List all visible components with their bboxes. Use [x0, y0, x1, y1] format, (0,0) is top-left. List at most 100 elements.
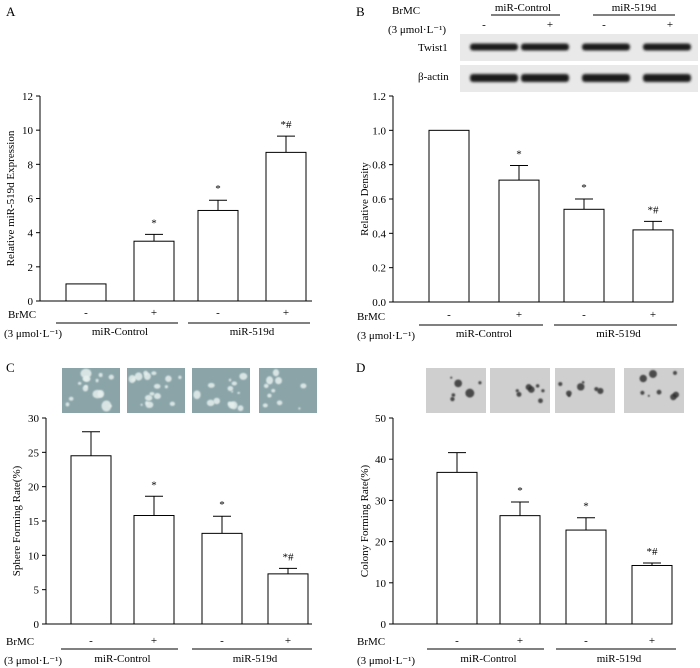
- colony: [450, 396, 455, 402]
- colony: [450, 376, 453, 379]
- panel-letter-a: A: [6, 4, 16, 19]
- chart-c-bar-mir-control: [70, 455, 112, 625]
- colony: [516, 391, 522, 397]
- colony: [454, 379, 463, 388]
- sphere: [206, 399, 215, 407]
- blot-group-label-519d: miR-519d: [612, 2, 657, 14]
- sphere: [267, 393, 272, 398]
- sphere: [149, 391, 155, 396]
- sphere: [128, 374, 136, 384]
- chart-b-ytick-label: 0.0: [372, 297, 386, 309]
- chart-b-dose-label: (3 μmol·L⁻¹): [357, 330, 415, 342]
- blot-brmc-label: BrMC: [392, 5, 420, 17]
- blot-row-label-twist1: Twist1: [418, 42, 448, 54]
- sphere: [77, 381, 82, 385]
- sphere: [169, 401, 176, 407]
- chart-d-bar-mir-519d: [631, 564, 673, 625]
- sphere: [84, 384, 88, 388]
- chart-b-ytick-label: 0.4: [372, 228, 386, 240]
- sphere: [68, 396, 74, 401]
- chart-a-significance-mir-519d: *#: [281, 119, 293, 131]
- sphere: [143, 370, 148, 376]
- colony: [566, 390, 572, 397]
- chart-a-ytick-label: 10: [22, 125, 34, 137]
- colony: [535, 384, 540, 388]
- sphere: [300, 383, 307, 389]
- chart-a-ytick-label: 12: [22, 91, 33, 103]
- sphere-micrograph: [62, 368, 120, 413]
- chart-d-ytick-label: 50: [375, 413, 387, 425]
- colony: [639, 374, 647, 383]
- twist1-band: [470, 43, 518, 51]
- colony: [515, 389, 519, 393]
- chart-a-y-axis-label: Relative miR-519d Expression: [5, 130, 17, 266]
- colony: [465, 388, 475, 398]
- panel-letter-b: B: [356, 4, 365, 19]
- blot-sign-4: +: [667, 19, 673, 31]
- chart-c-treatment-sign: +: [285, 635, 291, 647]
- blot-sign-1: -: [482, 19, 486, 31]
- chart-b-treatment-sign: -: [447, 309, 451, 321]
- chart-b-bar-mir-control: [498, 179, 540, 303]
- chart-a-treatment-sign: +: [283, 307, 289, 319]
- chart-c-treatment-sign: -: [89, 635, 93, 647]
- sphere: [65, 402, 70, 407]
- chart-a-ytick-label: 8: [28, 159, 34, 171]
- panel-letter-d: D: [356, 360, 365, 375]
- colony: [672, 391, 680, 398]
- sphere: [151, 371, 157, 376]
- chart-d-y-axis-label: Colony Forming Rate(%): [359, 464, 371, 577]
- chart-c-ytick-label: 5: [34, 585, 40, 597]
- blot-group-label-control: miR-Control: [495, 2, 551, 14]
- chart-a-treatment-sign: +: [151, 307, 157, 319]
- chart-d-significance-mir-519d: *#: [647, 546, 659, 558]
- chart-d-bar-mir-control: [436, 471, 478, 625]
- colony-micrograph: [555, 368, 615, 413]
- chart-a-bar-mir-control: [133, 240, 175, 302]
- chart-a-significance-mir-control: *: [151, 217, 157, 229]
- chart-a-ytick-label: 0: [28, 296, 34, 308]
- sphere: [298, 407, 301, 410]
- blot-dose-label: (3 μmol·L⁻¹): [388, 24, 446, 36]
- beta-actin-band: [643, 74, 691, 82]
- beta-actin-band: [470, 74, 518, 82]
- chart-c-significance-mir-519d: *: [219, 499, 225, 511]
- colony: [648, 370, 657, 378]
- chart-d-ytick-label: 0: [381, 619, 387, 631]
- chart-d-treatment-sign: -: [455, 635, 459, 647]
- chart-a-group-label-control: miR-Control: [92, 326, 148, 338]
- colony-micrograph: [426, 368, 486, 413]
- beta-actin-band: [582, 74, 630, 82]
- chart-b-ytick-label: 0.2: [372, 263, 386, 275]
- sphere: [101, 400, 112, 412]
- sphere: [227, 401, 232, 406]
- sphere: [237, 391, 241, 394]
- sphere: [95, 378, 99, 383]
- chart-b-treatment-sign: +: [516, 309, 522, 321]
- sphere-micrograph: [259, 368, 317, 413]
- panel-letter-c: C: [6, 360, 15, 375]
- colony-micrograph-background: [490, 368, 550, 413]
- chart-a-significance-mir-519d: *: [215, 183, 221, 195]
- chart-b-ytick-label: 0.8: [372, 160, 386, 172]
- twist1-band: [582, 43, 630, 51]
- colony: [478, 381, 482, 385]
- chart-a-brmc-label: BrMC: [8, 309, 36, 321]
- sphere: [207, 382, 215, 388]
- chart-c-ytick-label: 0: [34, 619, 40, 631]
- chart-c-group-label-519d: miR-519d: [233, 653, 278, 665]
- sphere-micrograph: [192, 368, 250, 413]
- chart-b-ytick-label: 1.0: [372, 125, 386, 137]
- sphere: [144, 394, 153, 401]
- colony-micrograph: [624, 368, 684, 413]
- chart-b-bar-mir-519d: [563, 208, 605, 303]
- sphere: [262, 403, 268, 408]
- chart-b-bar-mir-control: [428, 129, 470, 303]
- chart-c-ytick-label: 25: [28, 447, 40, 459]
- chart-c-ytick-label: 15: [28, 516, 40, 528]
- chart-b-treatment-sign: +: [650, 309, 656, 321]
- chart-a-bar-mir-519d: [265, 151, 307, 302]
- chart-d-treatment-sign: -: [584, 635, 588, 647]
- chart-c-bar-mir-519d: [267, 573, 309, 625]
- chart-b-treatment-sign: -: [582, 309, 586, 321]
